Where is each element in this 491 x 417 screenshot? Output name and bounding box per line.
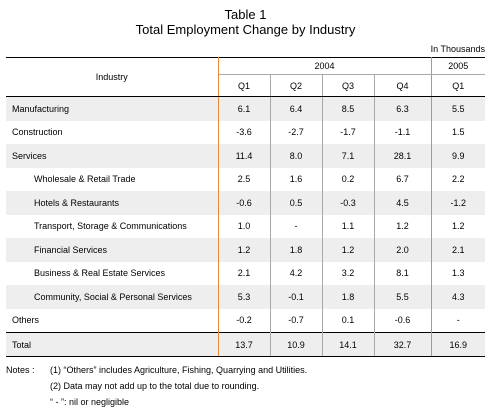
table-cell: 6.4 [270, 96, 323, 121]
table-cell: 0.5 [270, 191, 323, 215]
table-cell: -0.7 [270, 308, 323, 333]
year-2005-header: 2005 [431, 57, 486, 75]
table-subtitle: Total Employment Change by Industry [135, 22, 356, 37]
table-cell: - [270, 214, 323, 238]
table-cell: 3.2 [322, 261, 375, 285]
table-cell: 1.8 [270, 238, 323, 262]
quarter-header: Q3 [322, 74, 375, 97]
total-cell: 14.1 [322, 332, 375, 357]
table-cell: 1.5 [452, 127, 465, 138]
table-cell: 1.8 [322, 285, 375, 309]
row-label: Manufacturing [6, 96, 219, 121]
table-row: Manufacturing 6.1 6.4 8.5 6.3 5.5 [6, 96, 486, 121]
table-cell: 4.2 [270, 261, 323, 285]
table-cell: 0.1 [322, 308, 375, 333]
row-label: Hotels & Restaurants [6, 191, 219, 215]
table-cell: -0.6 [218, 191, 271, 215]
quarter-header: Q1 [218, 74, 271, 97]
total-label: Total [6, 332, 219, 357]
table-cell: -1.2 [450, 197, 467, 208]
note-2: (2) Data may not add up to the total due… [50, 381, 260, 391]
table-cell: 11.4 [218, 144, 271, 168]
row-label: Financial Services [6, 238, 219, 262]
table-cell: 0.2 [322, 167, 375, 191]
table-cell: -2.7 [270, 120, 323, 144]
table-cell: 8.0 [270, 144, 323, 168]
employment-table: Industry 2004 2005 Q1 Q2 Q3 Q4 Q1 Manufa… [6, 57, 486, 357]
table-cell: - [456, 315, 460, 326]
table-cell: 7.1 [322, 144, 375, 168]
table-cell: 5.3 [218, 285, 271, 309]
note-3: “ - ”: nil or negligible [50, 397, 130, 407]
table-cell: 8.1 [374, 261, 432, 285]
table-cell: 1.2 [374, 214, 432, 238]
header-year-row: Industry 2004 2005 [6, 57, 486, 97]
total-cell: 13.7 [218, 332, 271, 357]
table-row: Business & Real Estate Services 2.1 4.2 … [6, 261, 485, 285]
table-cell: 1.0 [218, 214, 271, 238]
table-cell: 4.5 [374, 191, 432, 215]
table-cell: 6.7 [374, 167, 432, 191]
table-row: Financial Services 1.2 1.8 1.2 2.0 2.1 [6, 238, 486, 262]
table-row: Wholesale & Retail Trade 2.5 1.6 0.2 6.7… [6, 167, 485, 191]
table-cell: 6.1 [218, 96, 271, 121]
table-cell: -0.6 [374, 308, 432, 333]
total-cell: 10.9 [270, 332, 323, 357]
table-cell: 2.1 [218, 261, 271, 285]
table-cell: 2.2 [452, 174, 465, 185]
table-row: Others -0.2 -0.7 0.1 -0.6 - [6, 308, 485, 333]
industry-header: Industry [6, 57, 219, 97]
row-label: Business & Real Estate Services [6, 261, 219, 285]
table-cell: 8.5 [322, 96, 375, 121]
table-cell: -0.2 [218, 308, 271, 333]
table-row: Hotels & Restaurants -0.6 0.5 -0.3 4.5 -… [6, 191, 486, 215]
total-row: Total 13.7 10.9 14.1 32.7 16.9 [6, 332, 486, 357]
table-cell: 1.3 [452, 268, 465, 279]
quarter-header: Q1 [431, 74, 486, 97]
table-cell: 9.9 [452, 150, 465, 161]
table-cell: -0.1 [270, 285, 323, 309]
table-cell: 2.5 [218, 167, 271, 191]
table-cell: -1.7 [322, 120, 375, 144]
quarter-header: Q4 [374, 74, 432, 97]
table-cell: 1.2 [322, 238, 375, 262]
table-cell: -1.1 [374, 120, 432, 144]
table-cell: 2.1 [452, 244, 465, 255]
table-row: Transport, Storage & Communications 1.0 … [6, 214, 485, 238]
row-label: Transport, Storage & Communications [6, 214, 219, 238]
table-cell: 6.3 [374, 96, 432, 121]
units-label: In Thousands [430, 44, 485, 54]
row-label: Community, Social & Personal Services [6, 285, 219, 309]
table-row: Community, Social & Personal Services 5.… [6, 285, 486, 309]
table-cell: 5.5 [452, 103, 465, 114]
row-label: Others [6, 308, 219, 333]
table-cell: 5.5 [374, 285, 432, 309]
table-cell: 1.1 [322, 214, 375, 238]
total-cell: 16.9 [431, 332, 486, 357]
row-label: Construction [6, 120, 219, 144]
row-label: Wholesale & Retail Trade [6, 167, 219, 191]
header-quarter-row: Q1 Q2 Q3 Q4 Q1 [6, 74, 486, 97]
table-cell: 28.1 [374, 144, 432, 168]
table-row: Services 11.4 8.0 7.1 28.1 9.9 [6, 144, 486, 168]
table-cell: 1.2 [452, 221, 465, 232]
table-row: Construction -3.6 -2.7 -1.7 -1.1 1.5 [6, 120, 485, 144]
quarter-header: Q2 [270, 74, 323, 97]
notes-label: Notes : [6, 365, 35, 375]
table-cell: 4.3 [452, 291, 465, 302]
total-cell: 32.7 [374, 332, 432, 357]
table-cell: -0.3 [322, 191, 375, 215]
table-cell: 1.6 [270, 167, 323, 191]
year-2004-header: 2004 [218, 57, 432, 75]
table-cell: 1.2 [218, 238, 271, 262]
table-title: Table 1 [224, 7, 267, 22]
row-label: Services [6, 144, 219, 168]
table-cell: -3.6 [218, 120, 271, 144]
table-cell: 2.0 [374, 238, 432, 262]
note-1: (1) “Others” includes Agriculture, Fishi… [50, 365, 308, 375]
